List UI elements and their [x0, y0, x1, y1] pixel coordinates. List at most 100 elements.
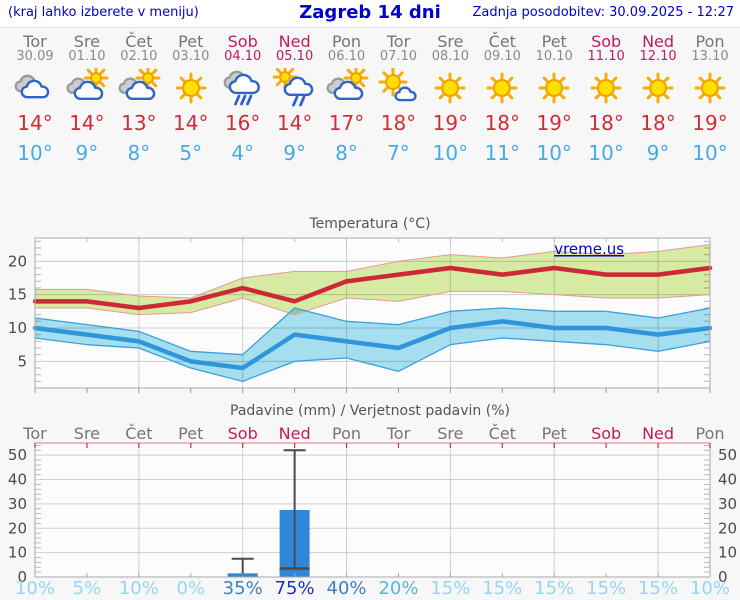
- day-name-label: Sre: [437, 32, 464, 51]
- precip-day-label: Sre: [73, 424, 101, 443]
- high-temp-label: 16°: [224, 111, 261, 135]
- low-temp-label: 10°: [17, 141, 53, 165]
- precip-day-label: Sob: [591, 424, 622, 443]
- precip-probability-label: 15%: [586, 578, 627, 599]
- svg-text:10: 10: [8, 544, 27, 562]
- svg-text:20: 20: [8, 252, 27, 270]
- precip-probability-label: 20%: [378, 578, 419, 599]
- sunny-icon: [538, 72, 570, 104]
- day-column: Sob 04.10 16° 4°: [215, 28, 271, 166]
- day-icon-cell: [474, 68, 530, 110]
- day-date-label: 08.10: [431, 49, 469, 64]
- day-date-label: 01.10: [68, 49, 106, 64]
- high-temp-label: 19°: [432, 111, 469, 135]
- day-icon-cell: [59, 65, 115, 110]
- day-date-label: 30.09: [16, 49, 54, 64]
- partly-sunny-icon: [326, 65, 369, 101]
- precip-probability-label: 15%: [482, 578, 523, 599]
- precip-day-label: Ned: [642, 424, 675, 443]
- precip-probability-label: 5%: [72, 578, 102, 599]
- svg-text:20: 20: [8, 519, 27, 537]
- day-icon-cell: [370, 67, 426, 110]
- high-temp-label: 14°: [276, 111, 313, 135]
- day-column: Sre 01.10 14° 9°: [59, 28, 115, 166]
- header: (kraj lahko izberete v meniju) Zagreb 14…: [0, 0, 740, 28]
- precip-probability-label: 40%: [326, 578, 367, 599]
- day-icon-cell: [319, 65, 375, 110]
- day-column: Tor 07.10 18° 7°: [370, 28, 426, 166]
- watermark-link[interactable]: vreme.us: [554, 240, 624, 258]
- day-column: Ned 12.10 18° 9°: [630, 28, 686, 166]
- precip-day-label: Čet: [488, 424, 516, 443]
- day-column: Tor 30.09 14° 10°: [7, 28, 63, 166]
- precip-probability-label: 15%: [430, 578, 471, 599]
- precip-probability-label: 10%: [118, 578, 159, 599]
- day-name-label: Pon: [332, 32, 362, 51]
- day-date-label: 07.10: [379, 49, 418, 64]
- day-column: Pon 13.10 19° 10°: [682, 28, 738, 166]
- page-title: Zagreb 14 dni: [299, 2, 441, 23]
- svg-text:0: 0: [718, 568, 728, 586]
- svg-text:50: 50: [8, 446, 27, 464]
- day-icon-cell: [267, 64, 323, 110]
- sunny-icon: [434, 72, 466, 104]
- low-temp-label: 5°: [179, 141, 203, 165]
- day-date-label: 02.10: [120, 49, 158, 64]
- day-name-label: Sob: [591, 32, 622, 51]
- low-temp-label: 4°: [231, 141, 255, 165]
- precip-day-label: Pon: [332, 424, 362, 443]
- low-temp-label: 11°: [484, 141, 521, 165]
- low-temp-label: 9°: [75, 141, 99, 165]
- day-date-label: 10.10: [535, 49, 573, 64]
- svg-text:15: 15: [8, 286, 27, 304]
- day-name-label: Čet: [125, 32, 153, 51]
- svg-text:30: 30: [718, 495, 737, 513]
- precip-day-label: Pon: [695, 424, 725, 443]
- day-date-label: 03.10: [172, 49, 210, 64]
- high-temp-label: 13°: [121, 111, 157, 135]
- day-name-label: Tor: [23, 32, 47, 51]
- day-icon-cell: [422, 68, 478, 110]
- day-date-label: 12.10: [639, 49, 677, 64]
- precip-day-label: Sre: [437, 424, 464, 443]
- low-temp-label: 7°: [387, 141, 410, 165]
- last-update-label: Zadnja posodobitev: 30.09.2025 - 12:27: [472, 5, 734, 20]
- day-name-label: Ned: [642, 32, 675, 51]
- day-column: Sre 08.10 19° 10°: [422, 28, 478, 166]
- high-temp-label: 14°: [173, 111, 209, 135]
- low-temp-label: 9°: [283, 141, 306, 165]
- high-temp-label: 17°: [328, 111, 365, 135]
- high-temp-label: 18°: [588, 111, 624, 135]
- day-date-label: 11.10: [587, 49, 625, 64]
- day-icon-cell: [163, 68, 219, 110]
- forecast-strip: Tor 30.09 14° 10° Sre 01.10 14° 9° Čet 02.10 13° 8°…: [0, 28, 740, 214]
- low-temp-label: 8°: [335, 141, 358, 165]
- day-column: Pet 10.10 19° 10°: [526, 28, 582, 166]
- sunny-icon: [642, 72, 674, 104]
- precip-probability-row: 10% 5% 10% 0% 35% 75% 40% 20% 15% 15% 15% 15% 15% 10%: [0, 579, 740, 599]
- svg-text:5: 5: [17, 352, 27, 370]
- high-temp-label: 14°: [17, 111, 53, 135]
- precip-day-label: Tor: [386, 424, 411, 443]
- day-icon-cell: [111, 65, 167, 110]
- sunny-icon: [486, 72, 518, 104]
- precip-probability-label: 10%: [689, 578, 730, 599]
- svg-text:40: 40: [718, 471, 737, 489]
- day-name-label: Tor: [386, 32, 411, 51]
- svg-text:40: 40: [8, 471, 27, 489]
- sun-rain-icon: [272, 64, 313, 107]
- precip-probability-label: 15%: [638, 578, 679, 599]
- precip-day-label: Sob: [227, 424, 258, 443]
- svg-text:10: 10: [718, 544, 737, 562]
- precip-day-label: Pet: [178, 424, 204, 443]
- precip-day-labels-row: Tor Sre Čet Pet Sob Ned Pon Tor Sre Čet Pet Sob Ned P…: [0, 424, 740, 443]
- day-date-label: 13.10: [691, 49, 729, 64]
- svg-text:30: 30: [8, 495, 27, 513]
- day-icon-cell: [526, 68, 582, 110]
- precip-probability-label: 10%: [14, 578, 55, 599]
- partly-sunny-icon: [66, 65, 109, 101]
- low-temp-label: 8°: [127, 141, 151, 165]
- day-date-label: 05.10: [276, 49, 314, 64]
- day-column: Sob 11.10 18° 10°: [578, 28, 634, 166]
- precip-day-label: Čet: [125, 424, 153, 443]
